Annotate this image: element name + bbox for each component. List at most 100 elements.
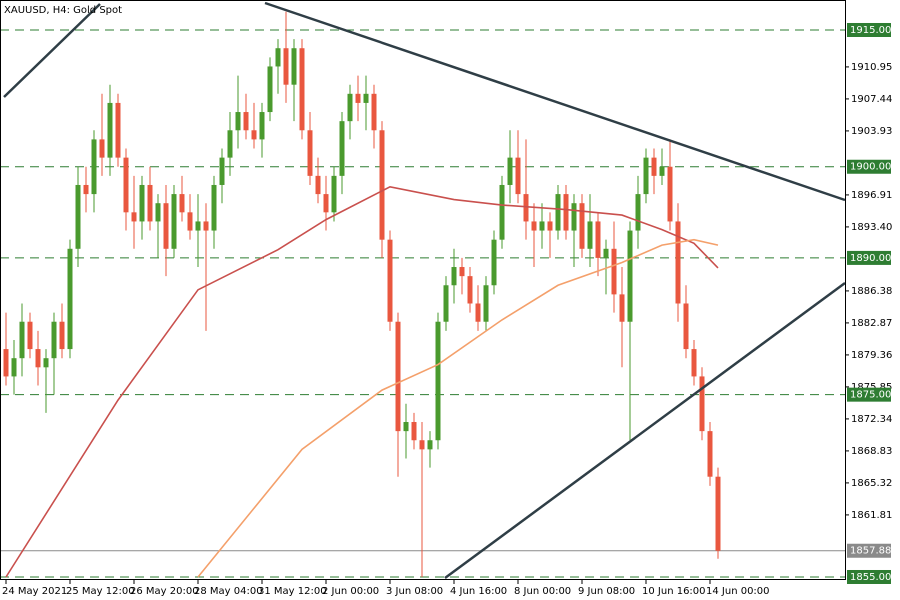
level-label: 1915.00 <box>850 25 891 36</box>
candle-body <box>35 349 41 368</box>
candle-body <box>275 48 281 67</box>
candle-body <box>619 294 625 322</box>
candle-body <box>235 112 241 131</box>
x-tick-label: 25 May 12:00 <box>66 586 135 597</box>
x-tick-label: 14 Jun 00:00 <box>706 586 770 597</box>
candle-body <box>43 358 49 368</box>
x-tick-label: 10 Jun 16:00 <box>642 586 706 597</box>
candle-body <box>595 221 601 258</box>
candle-body <box>115 102 121 158</box>
x-tick-label: 8 Jun 00:00 <box>514 586 571 597</box>
y-tick-label: 1865.32 <box>851 478 892 489</box>
level-label-box <box>847 569 891 584</box>
candle-body <box>163 203 169 249</box>
candle-body <box>459 267 465 277</box>
candle-body <box>51 321 57 359</box>
candle-body <box>147 184 153 222</box>
y-tick-label: 1910.95 <box>851 62 892 73</box>
candle-body <box>379 130 385 240</box>
candle-body <box>659 166 665 176</box>
candle-body <box>3 349 9 377</box>
candle-body <box>27 321 33 350</box>
candle-body <box>299 48 305 131</box>
candle-body <box>347 93 353 122</box>
candle-body <box>443 285 449 322</box>
candle-body <box>91 139 97 195</box>
plot-frame <box>0 0 846 580</box>
candle-body <box>243 112 249 131</box>
candle-body <box>315 175 321 195</box>
trend-line <box>264 1 846 202</box>
y-tick-label: 1907.44 <box>851 94 892 105</box>
candle-body <box>123 157 129 213</box>
candle-body <box>387 239 393 322</box>
candle-body <box>131 212 137 222</box>
moving-average <box>197 238 719 578</box>
candle-body <box>83 184 89 195</box>
candle-body <box>107 102 113 158</box>
candle-body <box>259 112 265 140</box>
candle-body <box>195 221 201 231</box>
candle-body <box>291 48 297 85</box>
trend-line <box>444 281 846 580</box>
candle-body <box>371 93 377 131</box>
candle-body <box>531 221 537 231</box>
moving-average <box>5 185 719 578</box>
candle-body <box>403 422 409 432</box>
candle-body <box>179 194 185 213</box>
y-tick-label: 1868.83 <box>851 446 892 457</box>
candle-body <box>227 130 233 158</box>
level-label-box <box>847 22 891 37</box>
candle-body <box>139 184 145 222</box>
candle-body <box>267 66 273 113</box>
current-price-box <box>847 543 891 558</box>
candle-body <box>411 422 417 441</box>
candle-body <box>171 194 177 249</box>
x-tick-label: 3 Jun 08:00 <box>386 586 443 597</box>
candle-body <box>667 166 673 222</box>
y-tick-label: 1872.34 <box>851 414 892 425</box>
candle-body <box>483 285 489 322</box>
x-tick-label: 9 Jun 08:00 <box>578 586 635 597</box>
candle-body <box>427 440 433 450</box>
candle-body <box>515 157 521 195</box>
y-tick-label: 1886.38 <box>851 286 892 297</box>
candle-body <box>611 248 617 295</box>
level-label: 1890.00 <box>850 253 891 264</box>
candle-body <box>699 376 705 432</box>
candle-body <box>435 321 441 441</box>
y-tick-label: 1875.85 <box>851 382 892 393</box>
candle-body <box>539 221 545 231</box>
chart-title: XAUUSD, H4: Gold Spot <box>4 5 122 16</box>
level-label: 1855.00 <box>850 572 891 583</box>
candle-body <box>523 194 529 222</box>
candle-body <box>683 303 689 350</box>
candle-body <box>467 276 473 304</box>
candle-body <box>715 476 721 551</box>
candle-body <box>499 184 505 240</box>
candle-body <box>643 157 649 195</box>
candle-body <box>187 212 193 231</box>
candle-body <box>571 203 577 231</box>
candle-body <box>251 130 257 140</box>
candle-body <box>19 321 25 359</box>
candle-body <box>11 358 17 377</box>
candle-body <box>555 194 561 231</box>
x-tick-label: 26 May 20:00 <box>130 586 199 597</box>
y-tick-label: 1882.87 <box>851 318 892 329</box>
candle-body <box>203 221 209 231</box>
x-tick-label: 24 May 2021 <box>2 586 67 597</box>
x-tick-label: 2 Jun 00:00 <box>322 586 379 597</box>
candle-body <box>491 239 497 286</box>
x-tick-label: 28 May 04:00 <box>194 586 263 597</box>
plot-area <box>0 11 845 578</box>
candle-body <box>155 203 161 222</box>
candle-body <box>331 175 337 213</box>
candle-body <box>451 267 457 286</box>
candle-body <box>419 440 425 450</box>
y-tick-label: 1903.93 <box>851 126 892 137</box>
candle-body <box>219 157 225 185</box>
candle-body <box>579 203 585 249</box>
candle-body <box>395 321 401 432</box>
candle-body <box>603 248 609 258</box>
